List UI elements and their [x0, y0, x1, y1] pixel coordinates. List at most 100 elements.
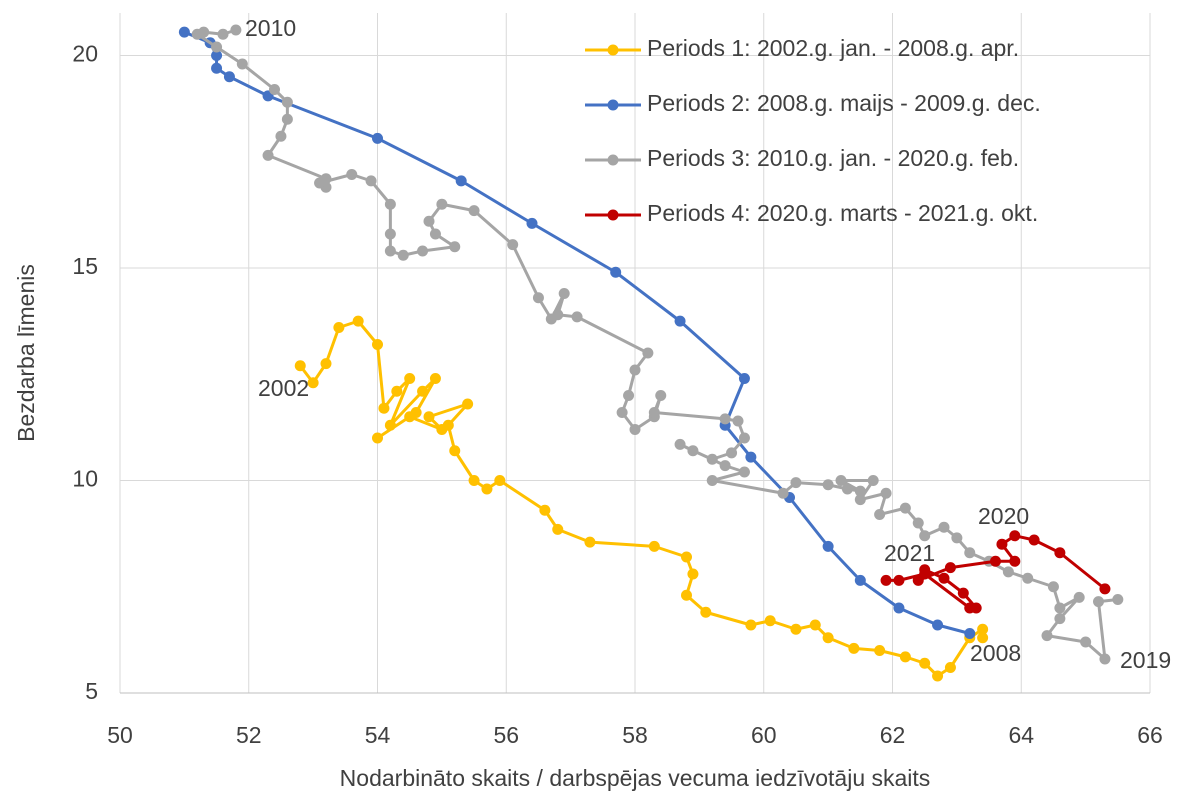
- data-point: [629, 364, 641, 376]
- data-point: [352, 315, 364, 327]
- data-point: [777, 487, 789, 499]
- data-point: [558, 288, 570, 299]
- data-point: [365, 175, 377, 187]
- data-point: [429, 373, 441, 384]
- data-point: [841, 483, 853, 495]
- data-point: [964, 547, 976, 559]
- data-point: [1093, 596, 1104, 608]
- data-point: [384, 228, 396, 240]
- data-point: [880, 487, 892, 499]
- series-line: [299, 319, 985, 678]
- data-point: [449, 241, 461, 253]
- annotation: 2020: [978, 503, 1029, 529]
- annotation: 2002: [258, 375, 309, 401]
- x-tick-label: 52: [236, 722, 262, 748]
- data-point: [822, 632, 834, 644]
- data-point: [468, 475, 480, 486]
- data-point: [648, 540, 660, 552]
- y-tick-label: 20: [72, 41, 98, 67]
- data-point: [738, 373, 750, 384]
- data-point: [616, 407, 628, 418]
- annotation: 2019: [1120, 647, 1171, 673]
- data-point: [687, 445, 699, 457]
- data-point: [854, 485, 866, 497]
- data-point: [681, 551, 692, 563]
- data-point: [526, 217, 538, 229]
- data-point: [822, 540, 834, 552]
- data-point: [346, 169, 358, 180]
- data-point: [745, 619, 757, 631]
- data-point: [1047, 581, 1059, 593]
- data-point: [391, 385, 403, 397]
- data-point: [378, 402, 390, 414]
- data-point: [178, 26, 190, 38]
- y-tick-label: 15: [72, 253, 98, 279]
- data-point: [275, 130, 287, 142]
- data-point: [854, 574, 866, 586]
- data-point: [423, 215, 435, 227]
- data-point: [964, 602, 976, 614]
- data-point: [269, 84, 280, 95]
- data-point: [584, 536, 596, 548]
- data-point: [1054, 602, 1066, 614]
- data-point: [874, 645, 886, 656]
- data-point: [236, 58, 248, 70]
- data-point: [919, 657, 931, 669]
- data-point: [539, 504, 551, 516]
- data-point: [854, 494, 866, 506]
- x-tick-label: 56: [493, 722, 519, 748]
- data-point: [217, 28, 229, 40]
- data-point: [507, 239, 519, 251]
- data-point: [455, 175, 467, 187]
- data-point: [262, 149, 274, 161]
- data-point: [835, 475, 847, 486]
- y-tick-label: 10: [72, 466, 98, 492]
- data-point: [990, 555, 1001, 567]
- data-point: [1073, 591, 1085, 603]
- data-point: [404, 411, 416, 423]
- data-point: [848, 642, 860, 654]
- data-point: [706, 475, 718, 486]
- data-point: [494, 475, 506, 486]
- data-point: [1028, 534, 1040, 546]
- data-point: [384, 419, 396, 431]
- data-point: [790, 477, 802, 489]
- data-point: [764, 615, 776, 627]
- data-point: [449, 445, 461, 457]
- data-point: [674, 315, 686, 327]
- x-tick-label: 50: [107, 722, 133, 748]
- data-point: [964, 628, 976, 639]
- data-point: [977, 632, 989, 644]
- data-point: [809, 619, 821, 631]
- legend-label: Periods 3: 2010.g. jan. - 2020.g. feb.: [647, 145, 1019, 171]
- data-point: [899, 502, 911, 514]
- x-tick-label: 58: [622, 722, 648, 748]
- legend-label: Periods 4: 2020.g. marts - 2021.g. okt.: [647, 200, 1038, 226]
- data-point: [706, 453, 718, 465]
- data-point: [1080, 636, 1092, 648]
- data-point: [919, 530, 931, 542]
- legend-marker: [607, 154, 619, 166]
- data-point: [211, 41, 223, 53]
- data-point: [1022, 572, 1034, 584]
- data-point: [372, 432, 383, 444]
- legend-label: Periods 1: 2002.g. jan. - 2008.g. apr.: [647, 35, 1019, 61]
- data-point: [462, 398, 474, 410]
- data-point: [230, 24, 242, 36]
- data-point: [468, 205, 480, 217]
- data-point: [944, 662, 956, 673]
- data-point: [552, 309, 564, 321]
- data-point: [333, 322, 345, 333]
- data-point: [1112, 594, 1124, 605]
- data-point: [404, 373, 416, 384]
- x-tick-label: 60: [751, 722, 777, 748]
- data-point: [932, 619, 944, 631]
- data-point: [571, 311, 583, 323]
- annotation: 2008: [970, 640, 1021, 666]
- data-point: [1009, 530, 1021, 542]
- series: [191, 24, 1124, 665]
- legend-marker: [607, 209, 619, 221]
- data-point: [681, 589, 692, 601]
- data-point: [938, 572, 950, 584]
